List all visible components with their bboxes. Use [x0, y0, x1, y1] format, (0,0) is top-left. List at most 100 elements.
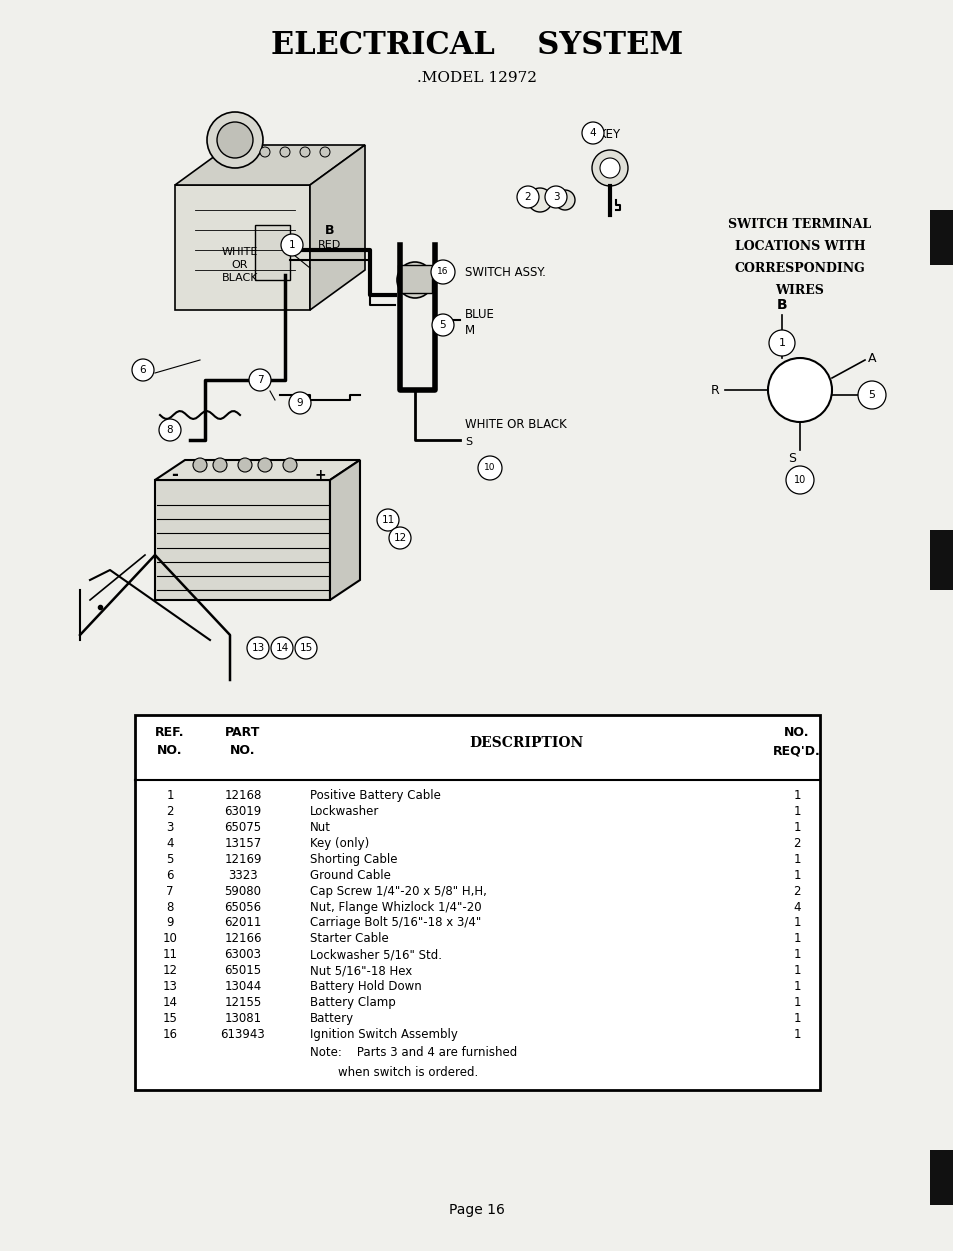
Circle shape — [767, 358, 831, 422]
Text: 1: 1 — [792, 1027, 800, 1041]
Text: 4: 4 — [589, 128, 596, 138]
Text: 15: 15 — [299, 643, 313, 653]
Text: 65056: 65056 — [224, 901, 261, 913]
Text: WIRES: WIRES — [775, 284, 823, 298]
Text: 65015: 65015 — [224, 965, 261, 977]
Text: 1: 1 — [792, 965, 800, 977]
Bar — [929, 530, 953, 590]
Polygon shape — [310, 145, 365, 310]
Text: CORRESPONDING: CORRESPONDING — [734, 263, 864, 275]
Circle shape — [237, 458, 252, 472]
Text: 1: 1 — [792, 868, 800, 882]
Circle shape — [249, 369, 271, 392]
Text: 3: 3 — [166, 821, 173, 834]
Text: 1: 1 — [792, 932, 800, 946]
Text: 5: 5 — [439, 320, 446, 330]
Text: Nut, Flange Whizlock 1/4"-20: Nut, Flange Whizlock 1/4"-20 — [310, 901, 481, 913]
Circle shape — [216, 123, 253, 158]
Text: S: S — [787, 452, 795, 464]
Text: 1: 1 — [792, 821, 800, 834]
Text: 2: 2 — [524, 191, 531, 201]
Text: 1: 1 — [792, 789, 800, 802]
Text: Positive Battery Cable: Positive Battery Cable — [310, 789, 440, 802]
Text: 13157: 13157 — [224, 837, 261, 851]
Text: RED: RED — [318, 240, 341, 250]
Text: 5: 5 — [867, 390, 875, 400]
Text: Shorting Cable: Shorting Cable — [310, 853, 397, 866]
Text: Lockwasher 5/16" Std.: Lockwasher 5/16" Std. — [310, 948, 441, 961]
Text: 11: 11 — [381, 515, 395, 525]
Text: Page 16: Page 16 — [449, 1203, 504, 1217]
Text: 1: 1 — [778, 338, 784, 348]
Text: 1: 1 — [792, 948, 800, 961]
Circle shape — [193, 458, 207, 472]
Text: NO.: NO. — [157, 744, 183, 758]
Text: Key (only): Key (only) — [310, 837, 369, 851]
Text: M: M — [867, 389, 878, 402]
Text: 6: 6 — [166, 868, 173, 882]
Circle shape — [581, 123, 603, 144]
Text: B: B — [776, 298, 786, 311]
Circle shape — [260, 148, 270, 156]
Circle shape — [599, 158, 619, 178]
Text: REQ'D.: REQ'D. — [772, 744, 820, 758]
Text: 4: 4 — [166, 837, 173, 851]
Text: 3323: 3323 — [228, 868, 257, 882]
Polygon shape — [174, 185, 310, 310]
Text: Cap Screw 1/4"-20 x 5/8" H,H,: Cap Screw 1/4"-20 x 5/8" H,H, — [310, 884, 486, 898]
Text: 1: 1 — [792, 1012, 800, 1025]
Text: Note:    Parts 3 and 4 are furnished: Note: Parts 3 and 4 are furnished — [310, 1046, 517, 1058]
Text: 13: 13 — [251, 643, 264, 653]
Text: 2: 2 — [166, 806, 173, 818]
Text: 13044: 13044 — [224, 980, 261, 993]
Text: NO.: NO. — [230, 744, 255, 758]
Text: 11: 11 — [162, 948, 177, 961]
Text: 1: 1 — [289, 240, 295, 250]
Text: R: R — [711, 384, 720, 397]
Circle shape — [159, 419, 181, 442]
Text: Battery Hold Down: Battery Hold Down — [310, 980, 421, 993]
Text: 16: 16 — [436, 268, 448, 276]
Text: 12169: 12169 — [224, 853, 261, 866]
Text: .MODEL 12972: .MODEL 12972 — [416, 71, 537, 85]
Text: Nut 5/16"-18 Hex: Nut 5/16"-18 Hex — [310, 965, 412, 977]
Text: 1: 1 — [792, 853, 800, 866]
Circle shape — [289, 392, 311, 414]
Polygon shape — [154, 460, 359, 480]
Text: 12155: 12155 — [224, 996, 261, 1008]
Circle shape — [271, 637, 293, 659]
Text: 9: 9 — [296, 398, 303, 408]
Text: 10: 10 — [484, 464, 496, 473]
Circle shape — [785, 467, 813, 494]
Text: 3: 3 — [552, 191, 558, 201]
Text: 62011: 62011 — [224, 917, 261, 929]
Text: Ignition Switch Assembly: Ignition Switch Assembly — [310, 1027, 457, 1041]
Circle shape — [431, 260, 455, 284]
Text: 7: 7 — [256, 375, 263, 385]
Bar — [254, 225, 290, 280]
Circle shape — [281, 234, 303, 256]
Text: 65075: 65075 — [224, 821, 261, 834]
Circle shape — [207, 113, 263, 168]
Text: 1: 1 — [792, 996, 800, 1008]
Circle shape — [544, 186, 566, 208]
Polygon shape — [174, 145, 365, 185]
Circle shape — [319, 148, 330, 156]
Text: 1: 1 — [166, 789, 173, 802]
Text: Lockwasher: Lockwasher — [310, 806, 379, 818]
Bar — [397, 265, 432, 293]
Text: DESCRIPTION: DESCRIPTION — [468, 736, 582, 751]
Text: A: A — [867, 352, 876, 364]
Text: Battery: Battery — [310, 1012, 354, 1025]
Circle shape — [396, 261, 433, 298]
Text: SWITCH ASSY.: SWITCH ASSY. — [464, 265, 545, 279]
Text: Starter Cable: Starter Cable — [310, 932, 388, 946]
Text: +: + — [314, 468, 326, 482]
Polygon shape — [330, 460, 359, 600]
Text: M: M — [464, 324, 475, 337]
Text: 12: 12 — [162, 965, 177, 977]
Text: 4: 4 — [792, 901, 800, 913]
Bar — [929, 1150, 953, 1205]
Text: 2: 2 — [792, 837, 800, 851]
Text: Carriage Bolt 5/16"-18 x 3/4": Carriage Bolt 5/16"-18 x 3/4" — [310, 917, 480, 929]
